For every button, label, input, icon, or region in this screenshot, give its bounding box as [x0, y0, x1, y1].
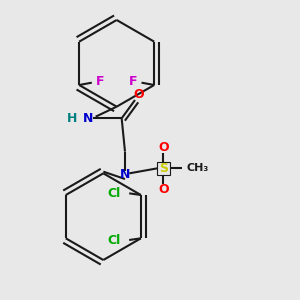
Text: O: O	[133, 88, 144, 101]
Text: F: F	[129, 75, 137, 88]
Text: O: O	[158, 183, 169, 196]
Text: Cl: Cl	[108, 187, 121, 200]
Text: N: N	[83, 112, 94, 125]
Text: CH₃: CH₃	[187, 163, 209, 173]
Text: F: F	[96, 75, 104, 88]
Text: Cl: Cl	[108, 233, 121, 247]
Text: S: S	[159, 162, 168, 175]
Text: O: O	[158, 141, 169, 154]
Bar	[157, 162, 170, 175]
Text: H: H	[67, 112, 78, 125]
Text: N: N	[120, 169, 130, 182]
